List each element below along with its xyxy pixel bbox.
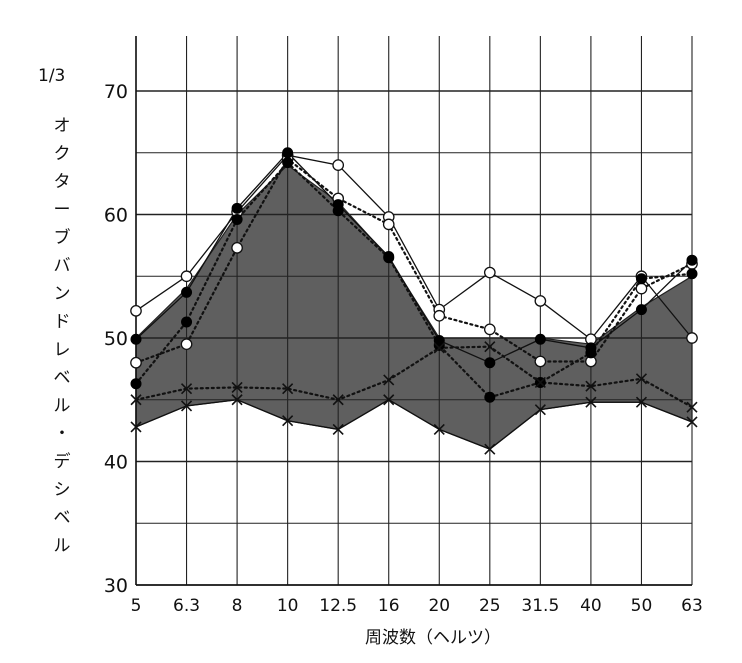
marker-filled-circle — [484, 391, 496, 403]
marker-filled-circle — [635, 304, 647, 316]
marker-filled-circle — [130, 378, 142, 390]
marker-filled-circle — [332, 205, 344, 217]
marker-cross — [585, 396, 597, 408]
series-line-2 — [134, 157, 694, 364]
marker-cross — [484, 341, 496, 353]
marker-open-circle — [180, 270, 193, 283]
marker-open-circle — [231, 241, 243, 254]
marker-filled-circle — [686, 268, 698, 280]
marker-cross — [383, 394, 395, 406]
marker-cross — [180, 383, 193, 395]
x-tick-label: 50 — [631, 596, 653, 616]
marker-cross — [282, 383, 294, 395]
y-tick-label: 60 — [104, 205, 128, 227]
marker-filled-circle — [635, 273, 647, 285]
series-line-4 — [134, 161, 694, 399]
x-tick-label: 6.3 — [173, 596, 200, 616]
series-line-6 — [135, 398, 693, 450]
marker-open-circle — [180, 338, 193, 351]
marker-open-circle — [686, 332, 698, 344]
marker-cross — [130, 394, 142, 406]
series-line-3 — [135, 151, 693, 364]
marker-open-circle — [483, 323, 496, 336]
marker-filled-circle — [181, 316, 193, 328]
x-tick-label: 25 — [479, 596, 501, 616]
marker-open-circle — [332, 159, 345, 171]
x-tick-label: 16 — [378, 596, 400, 616]
x-tick-label: 40 — [580, 596, 602, 616]
marker-filled-circle — [231, 202, 243, 214]
marker-filled-circle — [231, 213, 243, 225]
y-tick-label: 50 — [104, 328, 128, 350]
marker-open-circle — [382, 218, 395, 231]
marker-filled-circle — [282, 147, 294, 159]
marker-cross — [534, 376, 546, 389]
marker-filled-circle — [282, 157, 294, 169]
marker-cross — [332, 394, 344, 406]
x-axis-label: 周波数（ヘルツ） — [365, 628, 501, 648]
marker-open-circle — [534, 295, 547, 307]
marker-cross — [585, 380, 597, 392]
x-tick-label: 63 — [681, 596, 703, 616]
marker-open-circle — [534, 355, 547, 368]
marker-filled-circle — [585, 347, 597, 359]
marker-cross — [383, 374, 395, 386]
marker-filled-circle — [130, 333, 142, 345]
series-line-5 — [134, 345, 694, 409]
marker-cross — [180, 400, 193, 412]
marker-cross — [686, 416, 698, 428]
x-tick-label: 5 — [131, 596, 142, 616]
marker-filled-circle — [484, 357, 496, 369]
marker-filled-circle — [534, 333, 546, 345]
marker-open-circle — [433, 309, 446, 322]
marker-cross — [231, 394, 243, 406]
marker-cross — [332, 423, 344, 435]
marker-open-circle — [130, 304, 142, 317]
x-tick-label: 20 — [428, 596, 450, 616]
range-band — [135, 164, 693, 450]
marker-cross — [433, 342, 445, 354]
marker-filled-circle — [181, 286, 193, 298]
marker-filled-circle — [383, 252, 395, 264]
marker-cross — [686, 401, 698, 413]
marker-filled-circle — [433, 339, 445, 351]
marker-open-circle — [130, 356, 142, 369]
marker-cross — [534, 404, 546, 416]
marker-open-circle — [635, 282, 648, 295]
marker-cross — [433, 423, 445, 435]
marker-cross — [484, 443, 496, 455]
marker-cross — [635, 396, 648, 408]
marker-open-circle — [483, 266, 496, 279]
x-tick-label: 8 — [232, 596, 243, 616]
x-tick-label: 31.5 — [521, 596, 559, 616]
y-axis-unit: 1/3 — [38, 66, 66, 86]
marker-cross — [130, 421, 142, 433]
marker-filled-circle — [686, 254, 698, 266]
y-tick-label: 40 — [104, 452, 128, 474]
marker-cross — [282, 415, 294, 427]
x-tick-label: 10 — [277, 596, 299, 616]
marker-cross — [635, 373, 648, 385]
y-tick-label: 30 — [104, 575, 128, 597]
y-axis-label: オクターブバンドレベル・デシベル — [53, 116, 71, 556]
x-tick-label: 12.5 — [319, 596, 357, 616]
marker-cross — [231, 381, 243, 393]
y-tick-label: 70 — [104, 81, 128, 103]
